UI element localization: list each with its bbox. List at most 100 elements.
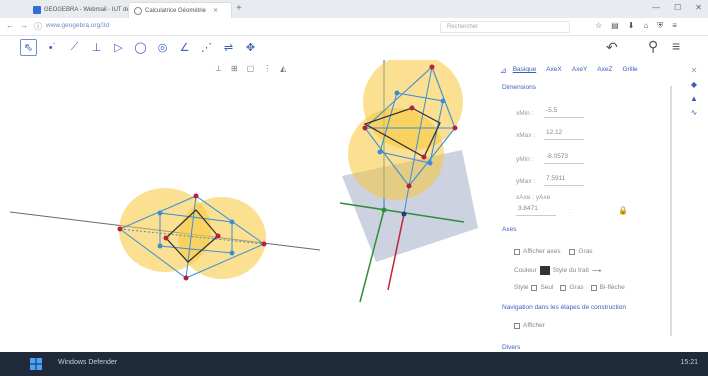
properties-tabs: ⊿ Basique AxeX AxeY AxeZ Grille bbox=[494, 66, 674, 75]
more-icon[interactable]: ⋮ bbox=[263, 64, 272, 73]
search-icon[interactable]: ⚲ bbox=[648, 38, 659, 54]
xmax-field[interactable]: 12.12 bbox=[544, 129, 584, 140]
axis-color-row: Couleur Style du trait ⟶ bbox=[514, 266, 601, 275]
show-grid-icon[interactable]: ⊞ bbox=[230, 64, 238, 73]
sphere-object[interactable] bbox=[348, 108, 444, 200]
close-window-icon[interactable]: ✕ bbox=[695, 3, 702, 12]
ymin-value: -8.0573 bbox=[546, 153, 569, 160]
show-navigation-checkbox[interactable]: Afficher bbox=[514, 322, 545, 329]
minimize-icon[interactable]: — bbox=[652, 3, 661, 12]
ymin-label: yMin : bbox=[516, 156, 534, 163]
xmax-label: xMax : bbox=[516, 132, 536, 139]
properties-scrollbar[interactable] bbox=[670, 86, 672, 336]
checkbox-icon[interactable] bbox=[531, 284, 538, 291]
ymax-field[interactable]: 7.5911 bbox=[544, 175, 584, 186]
browser-menu-icon[interactable]: ≡ bbox=[672, 21, 677, 30]
checkbox-icon[interactable] bbox=[514, 248, 520, 255]
ratio-left-field[interactable]: 3.8471 bbox=[516, 205, 556, 216]
taskbar-clock: 15:21 bbox=[680, 359, 698, 366]
properties-panel: ⊿ Basique AxeX AxeY AxeZ Grille Dimensio… bbox=[494, 66, 674, 352]
rotate-view-tool-icon[interactable]: ⇌ bbox=[223, 42, 234, 54]
show-axes-checkbox[interactable]: Afficher axes Gras bbox=[514, 248, 593, 255]
graphics-view-3d[interactable] bbox=[0, 60, 708, 350]
shield-icon[interactable]: ⛨ bbox=[657, 21, 664, 30]
bold-style-label: Gras bbox=[569, 284, 584, 291]
ratio-label: xAxe : yAxe bbox=[516, 194, 551, 201]
bookmark-star-icon[interactable]: ☆ bbox=[595, 21, 603, 30]
info-icon[interactable]: ⓘ bbox=[34, 22, 42, 31]
library-icon[interactable]: ▤ bbox=[611, 21, 619, 30]
maximize-icon[interactable]: ☐ bbox=[674, 3, 682, 12]
new-tab-icon[interactable]: + bbox=[236, 3, 242, 14]
ymin-field[interactable]: -8.0573 bbox=[544, 153, 584, 164]
view-switcher: ✕ ◆ ▲ ∿ bbox=[684, 66, 704, 117]
xmin-field[interactable]: -5.5 bbox=[544, 107, 584, 118]
point-tool-icon[interactable]: •˙ bbox=[48, 41, 57, 54]
undo-icon[interactable]: ↶ bbox=[606, 39, 618, 55]
tab-axe-z[interactable]: AxeZ bbox=[597, 66, 613, 73]
search-placeholder: Rechercher bbox=[447, 24, 479, 30]
checkbox-icon[interactable] bbox=[590, 284, 597, 291]
points-3d[interactable] bbox=[362, 64, 458, 217]
browser-toolbar-icons: ☆ ▤ ⬇ ⌂ ⛨ ≡ bbox=[595, 21, 677, 31]
xmin-value: -5.5 bbox=[546, 107, 558, 114]
geogebra-favicon-icon bbox=[134, 6, 142, 15]
reflect-tool-icon[interactable]: ⋰ bbox=[201, 42, 212, 54]
polygon-tool-icon[interactable]: ▷ bbox=[114, 42, 123, 54]
z-axis[interactable] bbox=[387, 213, 405, 291]
algebra-icon[interactable]: ∿ bbox=[690, 108, 698, 117]
checkbox-icon[interactable] bbox=[560, 284, 567, 291]
download-icon[interactable]: ⬇ bbox=[627, 21, 635, 30]
perpendicular-tool-icon[interactable]: ⊥ bbox=[91, 42, 102, 54]
color-swatch[interactable] bbox=[539, 266, 550, 275]
webmail-favicon-icon bbox=[33, 6, 41, 14]
angle-tool-icon[interactable]: ∠ bbox=[179, 42, 190, 54]
checkbox-icon[interactable] bbox=[514, 322, 520, 329]
circle-tool-icon[interactable]: ◯ bbox=[134, 42, 147, 54]
back-icon[interactable]: ← bbox=[6, 21, 14, 30]
window-controls: — ☐ ✕ bbox=[652, 3, 702, 12]
xmin-label: xMin : bbox=[516, 110, 534, 117]
menu-icon[interactable]: ≡ bbox=[672, 38, 681, 54]
taskbar-label[interactable]: Windows Defender bbox=[58, 359, 118, 366]
show-axes-label: Afficher axes bbox=[523, 248, 561, 255]
color-label: Couleur bbox=[514, 267, 537, 274]
projection-icon[interactable]: ◭ bbox=[280, 64, 287, 73]
tab-geogebra[interactable]: Calculatrice Géométrie ✕ bbox=[128, 2, 232, 18]
move-graphics-tool-icon[interactable]: ✥ bbox=[245, 42, 256, 54]
forward-icon[interactable]: → bbox=[20, 21, 28, 30]
show-axes-icon[interactable]: ⊥ bbox=[215, 64, 222, 73]
close-icon[interactable]: ✕ bbox=[690, 66, 698, 75]
tab-basic[interactable]: Basique bbox=[512, 66, 537, 73]
line-tool-icon[interactable]: ⟋ bbox=[70, 41, 79, 53]
navigation-bar-title: Navigation dans les étapes de constructi… bbox=[502, 304, 626, 311]
tab-axe-y[interactable]: AxeY bbox=[571, 66, 588, 73]
bold-label: Gras bbox=[578, 248, 593, 255]
tab-graphics-view[interactable]: ⊿ bbox=[500, 66, 507, 75]
line-style-label: Style du trait bbox=[552, 267, 589, 274]
home-icon[interactable]: ⌂ bbox=[643, 21, 649, 30]
browser-search-input[interactable]: Rechercher bbox=[440, 21, 570, 33]
only-label: Seul bbox=[540, 284, 554, 291]
xmax-value: 12.12 bbox=[546, 129, 563, 136]
view-in-front-icon[interactable]: ▢ bbox=[246, 64, 255, 73]
close-icon[interactable]: ✕ bbox=[213, 8, 219, 14]
pointer-tool-icon[interactable]: ⇖ bbox=[20, 39, 37, 56]
y-axis[interactable] bbox=[359, 209, 385, 303]
line-style-arrow-icon[interactable]: ⟶ bbox=[591, 267, 602, 275]
tab-grid[interactable]: Grille bbox=[622, 66, 638, 73]
windows-start-icon[interactable] bbox=[30, 358, 42, 370]
view3d-icon[interactable]: ▲ bbox=[690, 94, 698, 103]
ymax-value: 7.5911 bbox=[546, 175, 566, 182]
style-checkbox-row: Style Seul Gras Bi-flèche bbox=[514, 284, 625, 291]
axes-title: Axes bbox=[502, 226, 517, 233]
lock-icon[interactable]: 🔒 bbox=[618, 206, 628, 215]
graphics-icon[interactable]: ◆ bbox=[690, 80, 698, 89]
sphere-tool-icon[interactable]: ◎ bbox=[157, 42, 168, 54]
misc-title: Divers bbox=[502, 344, 521, 351]
tab-axe-x[interactable]: AxeX bbox=[546, 66, 562, 73]
tab-label: Calculatrice Géométrie bbox=[145, 7, 207, 14]
url-field[interactable]: www.geogebra.org/3d bbox=[46, 22, 110, 29]
points-left[interactable] bbox=[117, 193, 267, 281]
checkbox-icon[interactable] bbox=[569, 248, 576, 255]
